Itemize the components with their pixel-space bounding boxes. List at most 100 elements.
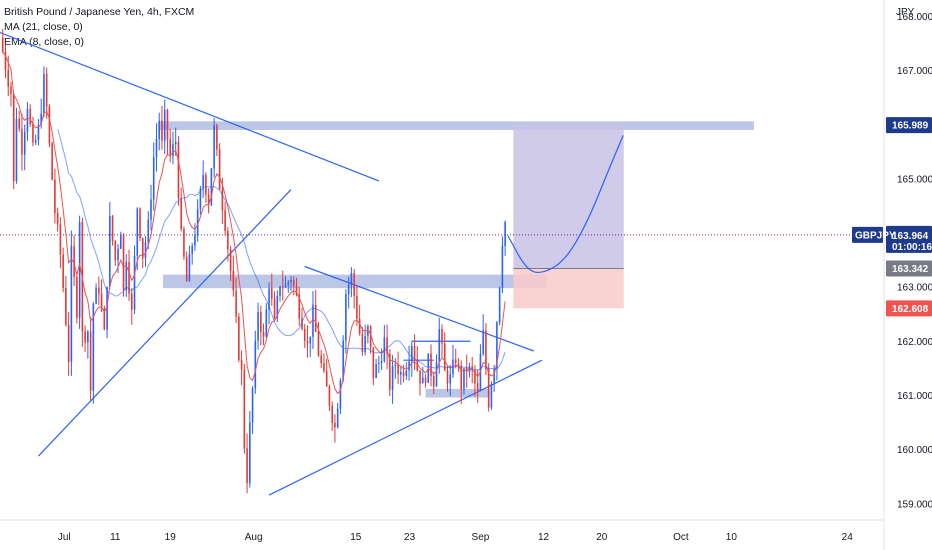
candle <box>152 157 155 200</box>
candle <box>221 189 224 211</box>
candle <box>254 340 257 389</box>
candle <box>493 369 495 385</box>
candle <box>350 272 353 286</box>
candle <box>367 326 369 336</box>
candle <box>32 124 34 143</box>
candle <box>29 108 31 125</box>
candle <box>419 370 421 384</box>
candle <box>48 106 51 144</box>
y-tick-label: 159.000 <box>897 499 932 510</box>
candle <box>454 359 457 364</box>
candle <box>62 254 64 289</box>
candle <box>103 308 106 330</box>
candle <box>191 245 193 254</box>
ma-line <box>57 128 506 371</box>
candle <box>408 361 410 371</box>
candle <box>89 331 92 391</box>
candle <box>130 293 133 310</box>
candle <box>504 221 506 247</box>
symbol-tag-bg <box>852 226 883 243</box>
candle <box>78 222 81 318</box>
candle <box>270 288 273 299</box>
candle <box>122 234 125 291</box>
candle <box>292 279 295 286</box>
y-tick-label: 160.000 <box>897 445 932 456</box>
candle <box>375 364 377 378</box>
candle <box>334 422 336 428</box>
candle <box>325 370 328 387</box>
candle <box>443 343 446 371</box>
candle <box>18 118 21 129</box>
candle <box>460 365 463 390</box>
candle <box>347 285 350 295</box>
candle <box>235 290 237 317</box>
legend-ema[interactable]: EMA (8, close, 0) <box>4 36 84 48</box>
candle <box>386 337 388 355</box>
candle <box>185 256 188 282</box>
candle <box>161 120 163 141</box>
x-tick-label: 15 <box>350 532 362 543</box>
candle <box>95 287 97 304</box>
candle <box>457 363 460 366</box>
candle <box>246 448 248 484</box>
candle <box>224 210 226 232</box>
candle <box>339 380 342 409</box>
candle <box>40 113 42 125</box>
candle <box>345 294 347 341</box>
trendline-0 <box>0 31 380 182</box>
candle <box>260 311 262 333</box>
candle <box>202 174 204 189</box>
y-tick-label: 161.000 <box>897 391 932 402</box>
candle <box>372 347 375 378</box>
legend-title[interactable]: British Pound / Japanese Yen, 4h, FXCM <box>4 6 195 18</box>
zone-0 <box>158 121 754 130</box>
candle <box>136 208 139 256</box>
x-tick-label: Oct <box>673 532 689 543</box>
candle <box>306 340 309 344</box>
stop-price-badge-bg <box>886 300 932 317</box>
candle <box>229 249 232 271</box>
candle <box>262 332 265 337</box>
x-tick-label: 12 <box>538 532 550 543</box>
zone-price-badge: 163.342 <box>892 264 929 275</box>
candle <box>465 367 468 372</box>
candle <box>21 128 23 155</box>
candle <box>158 120 161 139</box>
candle <box>490 384 493 408</box>
candle <box>446 370 449 384</box>
x-tick-label: 19 <box>165 532 177 543</box>
x-tick-label: Jul <box>58 532 71 543</box>
candle <box>268 288 270 310</box>
candle <box>119 234 122 249</box>
candle <box>487 368 490 408</box>
trendline-1 <box>37 189 292 457</box>
candle <box>402 372 405 377</box>
legend-ma[interactable]: MA (21, close, 0) <box>4 21 83 33</box>
candle <box>356 295 358 319</box>
target-price-badge-bg <box>886 117 932 134</box>
candle <box>45 73 48 107</box>
candle <box>7 69 10 87</box>
candle <box>276 295 279 319</box>
candle <box>128 261 130 294</box>
x-tick-label: 11 <box>110 532 121 543</box>
candle <box>400 372 402 375</box>
candle <box>279 286 281 296</box>
candle <box>174 141 177 145</box>
candle <box>358 318 361 334</box>
candle <box>389 354 391 390</box>
candle <box>65 288 67 325</box>
candle <box>98 287 100 294</box>
candle <box>12 93 15 182</box>
candle <box>59 224 62 255</box>
y-tick-label: 168.000 <box>897 12 932 23</box>
candle <box>295 285 298 295</box>
candle <box>144 242 147 259</box>
zone-price-badge-bg <box>886 260 932 277</box>
candle <box>435 362 438 387</box>
x-tick-label: 10 <box>726 532 738 543</box>
candle <box>331 405 333 423</box>
candle <box>441 329 443 344</box>
candle <box>150 199 152 220</box>
